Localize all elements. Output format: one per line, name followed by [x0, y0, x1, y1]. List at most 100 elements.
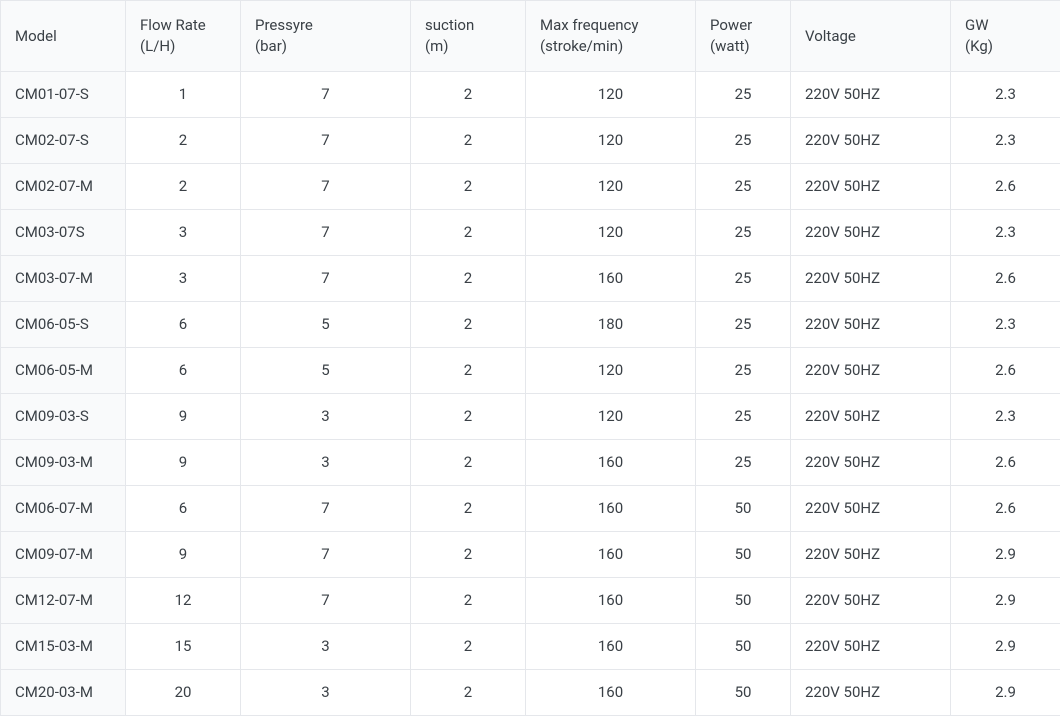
- table-row: CM09-07-M97216050220V 50HZ2.9: [1, 532, 1060, 578]
- cell-flow: 3: [126, 210, 241, 256]
- cell-flow: 2: [126, 164, 241, 210]
- cell-power: 25: [696, 394, 791, 440]
- cell-power: 25: [696, 118, 791, 164]
- cell-model: CM09-03-S: [1, 394, 126, 440]
- cell-flow: 12: [126, 578, 241, 624]
- cell-gw: 2.3: [951, 302, 1060, 348]
- cell-suction: 2: [411, 164, 526, 210]
- cell-freq: 160: [526, 670, 696, 716]
- table-row: CM03-07-M37216025220V 50HZ2.6: [1, 256, 1060, 302]
- cell-gw: 2.6: [951, 256, 1060, 302]
- cell-suction: 2: [411, 302, 526, 348]
- cell-model: CM01-07-S: [1, 72, 126, 118]
- table-row: CM02-07-M27212025220V 50HZ2.6: [1, 164, 1060, 210]
- cell-pressure: 7: [241, 486, 411, 532]
- cell-voltage: 220V 50HZ: [791, 302, 951, 348]
- cell-suction: 2: [411, 532, 526, 578]
- col-header-unit: (L/H): [140, 36, 226, 57]
- cell-power: 50: [696, 486, 791, 532]
- cell-voltage: 220V 50HZ: [791, 348, 951, 394]
- cell-suction: 2: [411, 394, 526, 440]
- cell-model: CM02-07-S: [1, 118, 126, 164]
- col-header-label: Voltage: [805, 26, 936, 47]
- cell-pressure: 7: [241, 578, 411, 624]
- col-header-label: GW: [965, 15, 1046, 36]
- table-row: CM09-03-S93212025220V 50HZ2.3: [1, 394, 1060, 440]
- table-row: CM06-05-M65212025220V 50HZ2.6: [1, 348, 1060, 394]
- col-header-frequency: Max frequency (stroke/min): [526, 1, 696, 72]
- table-header-row: Model Flow Rate (L/H) Pressyre (bar) suc…: [1, 1, 1060, 72]
- cell-gw: 2.3: [951, 72, 1060, 118]
- cell-voltage: 220V 50HZ: [791, 210, 951, 256]
- cell-flow: 6: [126, 348, 241, 394]
- cell-model: CM06-05-S: [1, 302, 126, 348]
- col-header-unit: (bar): [255, 36, 396, 57]
- spec-table: Model Flow Rate (L/H) Pressyre (bar) suc…: [0, 0, 1060, 716]
- cell-suction: 2: [411, 118, 526, 164]
- cell-power: 25: [696, 256, 791, 302]
- cell-gw: 2.3: [951, 210, 1060, 256]
- col-header-label: Max frequency: [540, 15, 681, 36]
- cell-pressure: 5: [241, 302, 411, 348]
- cell-freq: 120: [526, 118, 696, 164]
- cell-freq: 120: [526, 348, 696, 394]
- cell-flow: 2: [126, 118, 241, 164]
- col-header-label: suction: [425, 15, 511, 36]
- cell-suction: 2: [411, 440, 526, 486]
- cell-pressure: 3: [241, 624, 411, 670]
- table-body: CM01-07-S17212025220V 50HZ2.3CM02-07-S27…: [1, 72, 1060, 716]
- col-header-label: Flow Rate: [140, 15, 226, 36]
- cell-voltage: 220V 50HZ: [791, 440, 951, 486]
- cell-voltage: 220V 50HZ: [791, 72, 951, 118]
- cell-voltage: 220V 50HZ: [791, 532, 951, 578]
- cell-voltage: 220V 50HZ: [791, 578, 951, 624]
- cell-pressure: 7: [241, 210, 411, 256]
- col-header-gw: GW (Kg): [951, 1, 1060, 72]
- cell-power: 50: [696, 578, 791, 624]
- cell-model: CM20-03-M: [1, 670, 126, 716]
- cell-voltage: 220V 50HZ: [791, 670, 951, 716]
- cell-freq: 180: [526, 302, 696, 348]
- cell-pressure: 3: [241, 440, 411, 486]
- cell-gw: 2.6: [951, 348, 1060, 394]
- table-row: CM06-07-M67216050220V 50HZ2.6: [1, 486, 1060, 532]
- table-row: CM12-07-M127216050220V 50HZ2.9: [1, 578, 1060, 624]
- col-header-pressure: Pressyre (bar): [241, 1, 411, 72]
- cell-model: CM06-05-M: [1, 348, 126, 394]
- cell-flow: 3: [126, 256, 241, 302]
- cell-voltage: 220V 50HZ: [791, 486, 951, 532]
- cell-power: 50: [696, 670, 791, 716]
- cell-pressure: 7: [241, 118, 411, 164]
- cell-flow: 6: [126, 302, 241, 348]
- cell-freq: 160: [526, 578, 696, 624]
- col-header-unit: (m): [425, 36, 511, 57]
- cell-freq: 160: [526, 624, 696, 670]
- cell-model: CM03-07S: [1, 210, 126, 256]
- cell-voltage: 220V 50HZ: [791, 164, 951, 210]
- cell-gw: 2.9: [951, 578, 1060, 624]
- cell-pressure: 7: [241, 72, 411, 118]
- cell-voltage: 220V 50HZ: [791, 394, 951, 440]
- cell-suction: 2: [411, 670, 526, 716]
- cell-power: 25: [696, 302, 791, 348]
- cell-flow: 9: [126, 532, 241, 578]
- col-header-label: Model: [15, 26, 111, 47]
- col-header-voltage: Voltage: [791, 1, 951, 72]
- cell-freq: 120: [526, 210, 696, 256]
- cell-voltage: 220V 50HZ: [791, 118, 951, 164]
- cell-pressure: 3: [241, 670, 411, 716]
- cell-model: CM06-07-M: [1, 486, 126, 532]
- cell-freq: 120: [526, 394, 696, 440]
- cell-suction: 2: [411, 348, 526, 394]
- cell-power: 50: [696, 532, 791, 578]
- cell-model: CM12-07-M: [1, 578, 126, 624]
- table-row: CM03-07S37212025220V 50HZ2.3: [1, 210, 1060, 256]
- cell-flow: 1: [126, 72, 241, 118]
- table-row: CM09-03-M93216025220V 50HZ2.6: [1, 440, 1060, 486]
- cell-voltage: 220V 50HZ: [791, 624, 951, 670]
- cell-flow: 6: [126, 486, 241, 532]
- cell-model: CM15-03-M: [1, 624, 126, 670]
- cell-model: CM03-07-M: [1, 256, 126, 302]
- cell-gw: 2.9: [951, 532, 1060, 578]
- cell-gw: 2.6: [951, 486, 1060, 532]
